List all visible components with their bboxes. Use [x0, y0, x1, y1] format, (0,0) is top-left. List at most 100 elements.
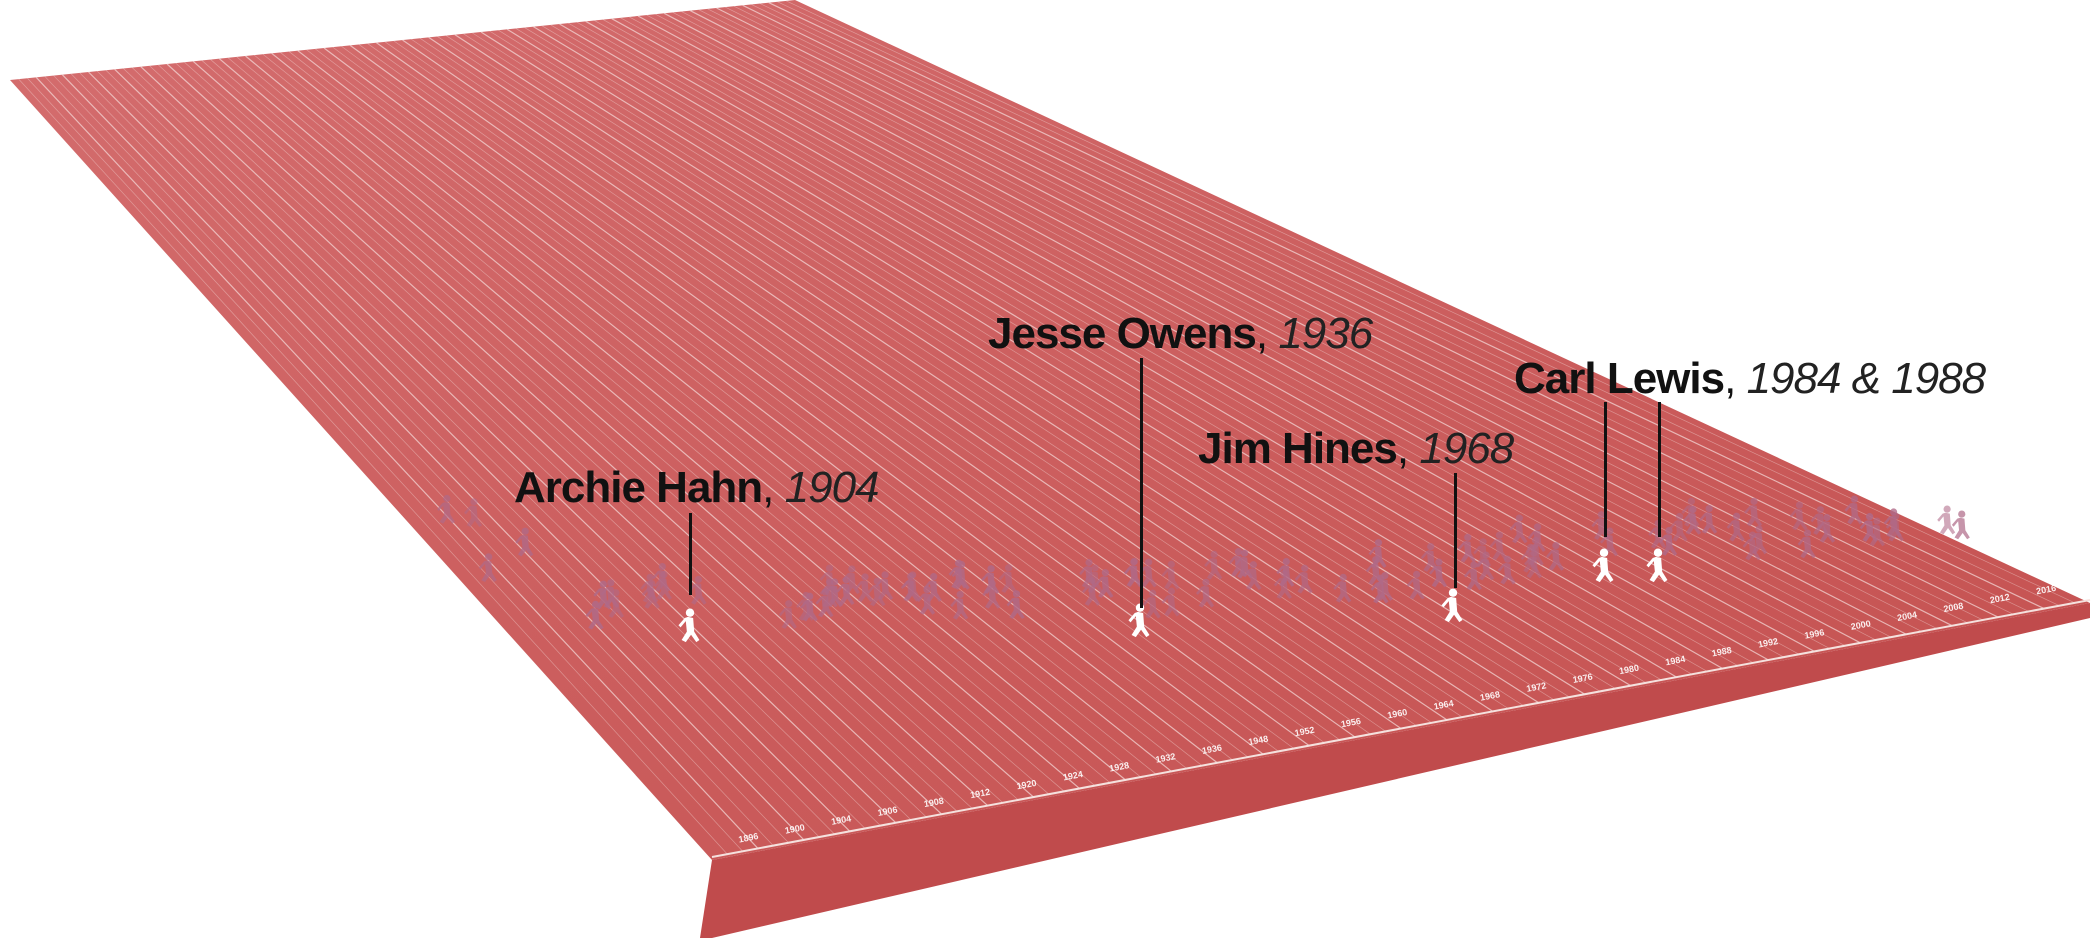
lane-line: [742, 4, 1999, 618]
lane-line: [611, 18, 1769, 661]
year-label: 1932: [1155, 751, 1177, 765]
year-label: 1952: [1294, 725, 1316, 739]
year-label: 1906: [877, 804, 899, 818]
separator: ,: [1724, 354, 1736, 403]
runner-name: Jim Hines: [1198, 424, 1398, 473]
lane-line: [166, 63, 989, 807]
lane-line: [428, 36, 1448, 721]
year-label: 1948: [1247, 734, 1269, 748]
lane-line: [88, 71, 851, 832]
runner-carl-lewis-1988: [1646, 548, 1668, 583]
runner-figure: [1196, 578, 1215, 608]
callout-carl-lewis: Carl Lewis, 1984 & 1988: [1514, 354, 1986, 403]
runner-figure: [1527, 523, 1546, 553]
finish-line: [711, 599, 2091, 858]
lane-line: [384, 41, 1371, 735]
lane-line: [437, 36, 1463, 718]
runner-figure: [1138, 558, 1157, 588]
lane-line: [61, 74, 805, 841]
runner-carl-lewis-1984: [1592, 548, 1614, 583]
lane-line: [480, 31, 1540, 704]
runner-figure: [1669, 512, 1688, 542]
lane-line: [698, 9, 1922, 632]
year-label: 2012: [1989, 592, 2011, 606]
lane-line: [18, 78, 728, 855]
lane-line: [53, 75, 789, 843]
lane-line: [576, 21, 1708, 672]
year-label: 1920: [1016, 778, 1038, 792]
lane-line: [149, 65, 958, 812]
runner-figure: [1489, 531, 1508, 561]
runner-figure: [1123, 558, 1142, 588]
lane-line: [777, 1, 2060, 607]
year-label: 1972: [1526, 680, 1548, 694]
year-label: 1964: [1433, 698, 1455, 712]
runner-name: Archie Hahn: [514, 463, 763, 512]
runner-figure: [1294, 564, 1313, 594]
lane-line: [158, 64, 973, 809]
track-front-apron: [700, 603, 2090, 938]
runner-figure: [478, 553, 497, 583]
callout-archie-hahn: Archie Hahn, 1904: [514, 463, 880, 512]
runner-figure: [600, 579, 619, 609]
lane-line: [655, 13, 1846, 646]
lane-line: [123, 68, 912, 821]
runner-figure: [1726, 512, 1745, 542]
year-label: 1912: [969, 787, 991, 801]
year-label: 1984: [1665, 654, 1687, 668]
lane-line: [786, 0, 2075, 604]
runner-figure: [1659, 526, 1678, 556]
lane-line: [175, 62, 1004, 804]
lane-line: [411, 38, 1417, 726]
runner-figure: [950, 590, 969, 620]
year-label: 1896: [738, 831, 760, 845]
lane-line: [27, 77, 743, 852]
year-label: 1976: [1572, 672, 1594, 686]
lane-line: [358, 44, 1325, 744]
lane-line: [393, 40, 1386, 732]
runner-figure: [900, 572, 919, 602]
runner-figure: [1095, 569, 1114, 598]
lane-line: [280, 52, 1187, 769]
runner-figure: [1463, 561, 1482, 591]
lane-line: [472, 32, 1524, 706]
lane-line: [70, 73, 820, 838]
runner-figure: [1937, 505, 1956, 535]
year-label: 1996: [1804, 627, 1826, 641]
lane-line: [594, 20, 1739, 666]
runner-figure: [1420, 542, 1439, 572]
lane-line: [506, 28, 1586, 695]
year-label: 1924: [1062, 769, 1084, 783]
lane-line: [306, 49, 1233, 761]
leader-line-archie-hahn: [689, 513, 692, 595]
runner-figure: [1867, 517, 1886, 547]
lane-line: [297, 50, 1218, 764]
year-label: 2016: [2035, 583, 2057, 597]
year-label: 1960: [1387, 707, 1409, 721]
runner-figure: [998, 564, 1017, 593]
runner-figure: [1699, 504, 1718, 534]
runners: [436, 494, 1970, 643]
year-label: 1936: [1201, 742, 1223, 756]
lane-line: [218, 58, 1080, 789]
lane-line: [524, 27, 1616, 689]
runner-name: Jesse Owens: [988, 309, 1257, 358]
runner-figure: [1082, 577, 1101, 606]
runner-figure: [1333, 573, 1352, 603]
separator: ,: [1255, 309, 1268, 358]
leader-line-jesse-owens: [1140, 358, 1143, 608]
lane-line: [140, 66, 943, 815]
runner-figure: [1228, 548, 1247, 577]
lane-line: [201, 60, 1050, 795]
year-label: 1908: [923, 796, 945, 810]
runner-figure: [1243, 561, 1262, 590]
runner-figure: [1428, 558, 1447, 588]
lane-line: [184, 61, 1019, 801]
runner-figure: [1204, 550, 1223, 580]
runner-figure: [640, 573, 659, 603]
runner-figure: [799, 592, 818, 622]
runner-figure: [1457, 533, 1476, 563]
leader-line-carl-lewis-1988: [1658, 402, 1661, 537]
lane-line: [349, 44, 1310, 747]
